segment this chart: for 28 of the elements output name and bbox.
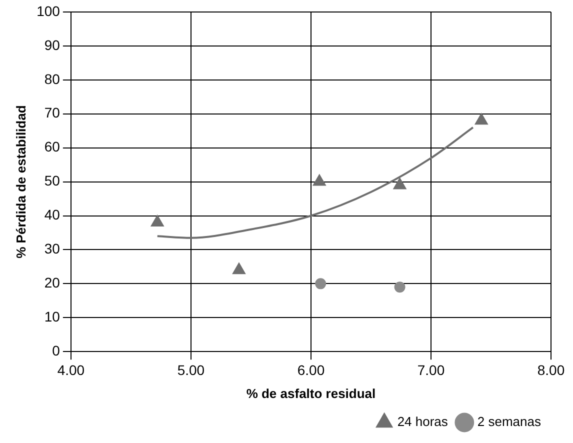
x-tick-label: 6.00 — [297, 362, 325, 378]
y-axis-title: % Pérdida de estabilidad — [13, 105, 28, 258]
legend-label: 24 horas — [397, 414, 448, 430]
point — [232, 262, 246, 274]
y-tick-label: 0 — [52, 342, 60, 358]
x-tick-label: 7.00 — [417, 362, 445, 378]
x-tick-label: 4.00 — [57, 362, 85, 378]
y-tick-label: 90 — [44, 36, 60, 53]
y-tick-label: 20 — [44, 274, 60, 291]
point — [394, 282, 406, 293]
y-tick-label: 60 — [44, 138, 60, 155]
point — [315, 278, 326, 290]
line-series — [156, 126, 474, 239]
point — [474, 113, 488, 125]
point — [393, 178, 406, 190]
point — [312, 174, 326, 186]
legend-label: 2 semanas — [477, 414, 542, 430]
y-tick-label: 70 — [44, 104, 60, 121]
x-tick-label: 8.00 — [537, 362, 565, 378]
y-tick-label: 30 — [44, 240, 60, 257]
y-tick-label: 10 — [44, 308, 60, 324]
y-tick-label: 80 — [44, 70, 60, 87]
point — [150, 215, 164, 227]
y-tick-label: 50 — [44, 172, 60, 189]
x-tick-label: 5.00 — [177, 362, 205, 378]
y-tick-label: 40 — [44, 206, 60, 223]
x-axis-title: % de asfalto residual — [246, 386, 376, 401]
y-tick-label: 100 — [36, 2, 60, 19]
